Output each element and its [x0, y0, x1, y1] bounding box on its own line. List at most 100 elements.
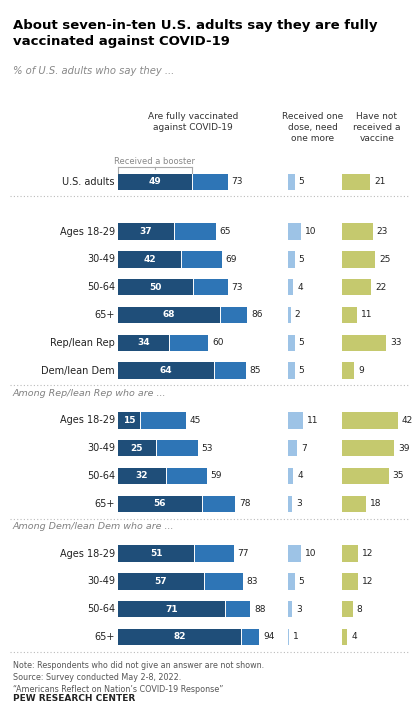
Text: 65+: 65+ — [94, 632, 115, 642]
Text: 56: 56 — [154, 499, 166, 508]
Text: Ages 18-29: Ages 18-29 — [60, 226, 115, 237]
Text: 60: 60 — [212, 338, 223, 347]
Bar — [342, 412, 398, 428]
Text: 39: 39 — [398, 444, 410, 452]
Text: 25: 25 — [379, 255, 391, 264]
Bar — [342, 223, 373, 240]
Bar — [118, 601, 225, 617]
Bar — [118, 307, 247, 323]
Text: 77: 77 — [237, 549, 249, 558]
Bar — [118, 223, 215, 240]
Text: 10: 10 — [305, 227, 317, 236]
Bar — [288, 629, 289, 645]
Bar — [342, 362, 354, 379]
Bar — [288, 362, 295, 379]
Bar — [342, 334, 386, 351]
Bar — [342, 629, 347, 645]
Text: 78: 78 — [239, 499, 250, 508]
Text: 18: 18 — [370, 499, 381, 508]
Text: 86: 86 — [251, 310, 262, 320]
Text: 64: 64 — [160, 366, 172, 375]
Text: 30-49: 30-49 — [87, 443, 115, 453]
Text: 42: 42 — [402, 416, 413, 425]
Text: 5: 5 — [299, 255, 304, 264]
Text: 37: 37 — [139, 227, 152, 236]
Text: 15: 15 — [123, 416, 136, 425]
Text: 34: 34 — [137, 338, 150, 347]
Text: 59: 59 — [210, 472, 222, 481]
Bar — [342, 573, 358, 590]
Text: 33: 33 — [390, 338, 402, 347]
Bar — [342, 496, 366, 512]
Text: 32: 32 — [136, 472, 148, 481]
Bar — [118, 573, 204, 590]
Bar — [288, 279, 293, 296]
Text: Dem/lean Dem: Dem/lean Dem — [42, 366, 115, 375]
Bar — [118, 496, 235, 512]
Text: 2: 2 — [295, 310, 300, 320]
Bar — [118, 279, 193, 296]
Text: Rep/lean Rep: Rep/lean Rep — [50, 338, 115, 348]
Bar — [118, 412, 141, 428]
Text: 5: 5 — [299, 177, 304, 186]
Bar — [288, 545, 301, 562]
Bar — [288, 440, 297, 457]
Text: 50-64: 50-64 — [87, 282, 115, 292]
Text: 10: 10 — [305, 549, 317, 558]
Bar — [118, 307, 220, 323]
Bar — [118, 251, 221, 268]
Bar — [118, 629, 241, 645]
Bar — [118, 362, 214, 379]
Text: U.S. adults: U.S. adults — [63, 177, 115, 187]
Text: 5: 5 — [299, 338, 304, 347]
Bar — [118, 545, 194, 562]
Text: 21: 21 — [374, 177, 386, 186]
Text: 71: 71 — [165, 604, 178, 614]
Text: 30-49: 30-49 — [87, 255, 115, 264]
Text: % of U.S. adults who say they ...: % of U.S. adults who say they ... — [13, 66, 174, 76]
Bar — [288, 223, 301, 240]
Text: 8: 8 — [357, 604, 362, 614]
Text: 4: 4 — [297, 472, 303, 481]
Text: 65: 65 — [220, 227, 231, 236]
Bar — [118, 545, 234, 562]
Bar — [118, 223, 173, 240]
Bar — [118, 468, 166, 484]
Text: 9: 9 — [358, 366, 364, 375]
Text: Received a booster: Received a booster — [114, 157, 195, 166]
Bar — [288, 251, 295, 268]
Text: 42: 42 — [143, 255, 156, 264]
Text: 73: 73 — [231, 283, 243, 292]
Text: 68: 68 — [163, 310, 175, 320]
Text: 83: 83 — [247, 577, 258, 586]
Text: 85: 85 — [249, 366, 261, 375]
Text: 57: 57 — [155, 577, 167, 586]
Text: 73: 73 — [231, 177, 243, 186]
Text: 5: 5 — [299, 577, 304, 586]
Bar — [288, 468, 293, 484]
Bar — [118, 629, 259, 645]
Text: 30-49: 30-49 — [87, 576, 115, 586]
Text: 7: 7 — [301, 444, 307, 452]
Bar — [118, 412, 186, 428]
Text: Have not
received a
vaccine: Have not received a vaccine — [353, 112, 401, 144]
Text: About seven-in-ten U.S. adults say they are fully
vaccinated against COVID-19: About seven-in-ten U.S. adults say they … — [13, 19, 378, 48]
Text: 3: 3 — [296, 499, 302, 508]
Bar — [118, 601, 250, 617]
Text: 51: 51 — [150, 549, 163, 558]
Bar — [288, 496, 292, 512]
Text: 65+: 65+ — [94, 310, 115, 320]
Bar — [118, 334, 208, 351]
Bar — [118, 173, 228, 190]
Text: 12: 12 — [362, 577, 373, 586]
Text: 25: 25 — [131, 444, 143, 452]
Bar — [118, 468, 207, 484]
Bar — [118, 573, 242, 590]
Text: 50-64: 50-64 — [87, 471, 115, 481]
Text: 11: 11 — [307, 416, 318, 425]
Text: 11: 11 — [361, 310, 372, 320]
Bar — [342, 279, 371, 296]
Text: 4: 4 — [297, 283, 303, 292]
Bar — [118, 251, 181, 268]
Text: 53: 53 — [202, 444, 213, 452]
